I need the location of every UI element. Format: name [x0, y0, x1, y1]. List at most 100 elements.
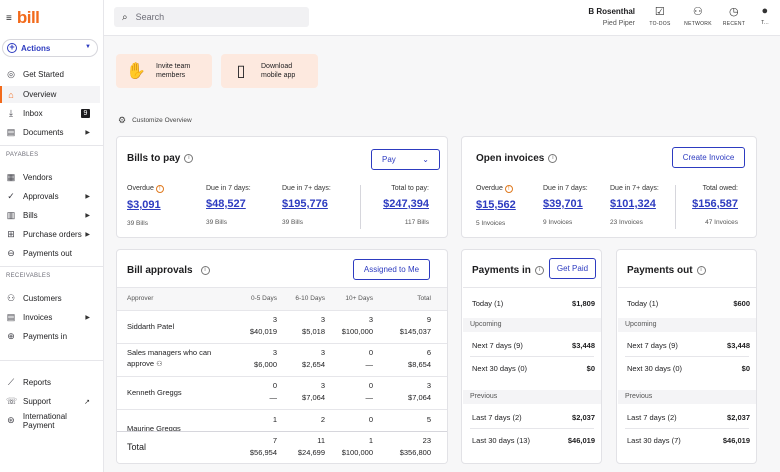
- invoices-total-stat[interactable]: Total owed: $156,587 47 Invoices: [692, 185, 738, 226]
- cell-amount: $7,064: [302, 393, 325, 402]
- table-cell: 0—: [270, 380, 278, 404]
- download-app-promo[interactable]: ▯ Download mobile app: [221, 54, 318, 88]
- sidebar-item-support[interactable]: ☏ Support ↗: [0, 393, 100, 410]
- sidebar-item-invoices[interactable]: ▤ Invoices ▶: [0, 309, 100, 326]
- payments-out-next7-row[interactable]: Next 7 days (9) $3,448: [627, 341, 756, 350]
- cell-amount: —: [365, 393, 374, 402]
- stat-value[interactable]: $195,776: [282, 198, 328, 210]
- assigned-to-me-button[interactable]: Assigned to Me: [353, 259, 430, 280]
- stat-label: Total owed:: [702, 185, 738, 192]
- bills-total-stat[interactable]: Total to pay: $247,394 117 Bills: [383, 185, 429, 226]
- invoices-due-7-stat[interactable]: Due in 7 days: $39,701 9 Invoices: [543, 185, 588, 226]
- todos-button[interactable]: ☑ TO-DOS: [643, 5, 677, 27]
- stat-value[interactable]: $156,587: [692, 198, 738, 210]
- cell-amount: $5,018: [302, 327, 325, 336]
- info-icon[interactable]: i: [534, 266, 544, 275]
- sidebar-item-get-started[interactable]: ◎ Get Started: [0, 66, 100, 83]
- stat-label: Total to pay:: [391, 185, 429, 192]
- section-payables: PAYABLES: [6, 152, 39, 158]
- info-icon[interactable]: i: [548, 154, 558, 163]
- inbox-count-badge: 9: [81, 109, 90, 118]
- invoices-overdue-stat[interactable]: Overdue! $15,562 5 Invoices: [476, 185, 516, 227]
- stat-value[interactable]: $48,527: [206, 198, 246, 210]
- table-cell: 0—: [366, 347, 374, 371]
- plus-icon: +: [7, 43, 17, 53]
- sidebar-item-bills[interactable]: ▥ Bills ▶: [0, 207, 100, 224]
- info-icon[interactable]: i: [696, 266, 706, 275]
- bills-overdue-stat[interactable]: Overdue! $3,091 39 Bills: [127, 185, 164, 227]
- recent-button[interactable]: ◷ RECENT: [717, 5, 751, 27]
- payment-in-icon: ⊕: [7, 331, 15, 341]
- cell-amount: $145,037: [399, 327, 431, 336]
- network-button[interactable]: ⚇ NETWORK: [681, 5, 715, 27]
- sidebar-item-approvals[interactable]: ✓ Approvals ▶: [0, 188, 100, 205]
- table-row[interactable]: Siddarth Patel 3 $40,019 3 $5,018 3 $100,00…: [117, 310, 447, 343]
- stat-value[interactable]: $39,701: [543, 198, 583, 210]
- get-paid-button[interactable]: Get Paid: [549, 258, 596, 279]
- table-cell: 3 $100,000: [342, 314, 373, 338]
- sidebar-item-payments-in[interactable]: ⊕ Payments in: [0, 328, 100, 345]
- cell-count: 3: [272, 348, 277, 357]
- divider: [625, 356, 749, 357]
- sidebar-item-reports[interactable]: ⟋ Reports: [0, 374, 100, 391]
- payments-out-next30-row[interactable]: Next 30 days (0) $0: [627, 364, 756, 373]
- sidebar-item-payments-out[interactable]: ⊖ Payments out: [0, 245, 100, 262]
- payments-in-card: Payments in i Get Paid Today (1) $1,809 Up…: [461, 249, 602, 464]
- sidebar-item-international-payment[interactable]: ⊛ International Payment: [0, 412, 100, 430]
- payments-in-last7-row[interactable]: Last 7 days (2) $2,037: [472, 413, 601, 422]
- user-menu[interactable]: B Rosenthal Pied Piper: [588, 7, 635, 27]
- brand-logo[interactable]: ≡ bill: [6, 8, 40, 28]
- table-cell: 1 $100,000: [342, 435, 373, 459]
- payments-in-today-row[interactable]: Today (1) $1,809: [472, 299, 601, 308]
- upcoming-section: Upcoming: [618, 318, 756, 332]
- payments-out-today-row[interactable]: Today (1) $600: [627, 299, 756, 308]
- sidebar-item-purchase-orders[interactable]: ⊞ Purchase orders ▶: [0, 226, 100, 243]
- table-row[interactable]: Sales managers who can approve ⚇ 3 $6,000 …: [117, 343, 447, 376]
- stat-count: 5 Invoices: [476, 220, 506, 227]
- bills-due-7-stat[interactable]: Due in 7 days: $48,527 39 Bills: [206, 185, 251, 226]
- table-cell: 7 $56,954: [250, 435, 277, 459]
- approver-name: Kenneth Greggs: [127, 388, 182, 397]
- sidebar-item-overview[interactable]: ⌂ Overview: [0, 86, 100, 103]
- payments-in-last30-row[interactable]: Last 30 days (13) $46,019: [472, 436, 601, 445]
- chevron-right-icon: ▶: [85, 130, 90, 136]
- cell-count: 5: [426, 415, 431, 424]
- todos-label: TO-DOS: [649, 21, 671, 27]
- cell-amount: $40,019: [249, 327, 277, 336]
- stat-value[interactable]: $101,324: [610, 198, 656, 210]
- stat-value[interactable]: $3,091: [127, 199, 161, 211]
- create-invoice-button[interactable]: Create Invoice: [672, 147, 745, 168]
- sidebar-item-customers[interactable]: ⚇ Customers: [0, 290, 100, 307]
- table-row[interactable]: Maurine Greggs 1 2 0 5: [117, 409, 447, 433]
- stat-value[interactable]: $247,394: [383, 198, 429, 210]
- group-icon: ⚇: [156, 361, 163, 368]
- actions-button[interactable]: + Actions ▼: [2, 39, 98, 57]
- sidebar-item-inbox[interactable]: ⤓ Inbox 9: [0, 105, 100, 122]
- invoices-due-7plus-stat[interactable]: Due in 7+ days: $101,324 23 Invoices: [610, 185, 659, 226]
- more-button[interactable]: ● T...: [752, 5, 778, 26]
- pay-dropdown-button[interactable]: Pay ⌄: [371, 149, 440, 170]
- payments-out-last30-row[interactable]: Last 30 days (7) $46,019: [627, 436, 756, 445]
- sidebar-item-vendors[interactable]: ▦ Vendors: [0, 169, 100, 186]
- info-icon[interactable]: i: [200, 266, 210, 275]
- stat-count: 23 Invoices: [610, 219, 643, 226]
- chart-icon: ⟋: [7, 377, 15, 387]
- sidebar-item-label: Payments out: [23, 249, 72, 258]
- table-cell: 3 $5,018: [302, 314, 325, 338]
- payments-in-next7-row[interactable]: Next 7 days (9) $3,448: [472, 341, 601, 350]
- menu-toggle-icon[interactable]: ≡: [6, 12, 12, 24]
- table-row[interactable]: Kenneth Greggs 0— 3 $7,064 0— 3 $7,064: [117, 376, 447, 409]
- divider: [0, 266, 103, 267]
- cell-amount: $356,800: [399, 448, 431, 457]
- sidebar-item-documents[interactable]: ▤ Documents ▶: [0, 124, 100, 141]
- stat-label: Due in 7 days:: [543, 185, 588, 192]
- info-icon[interactable]: i: [184, 154, 194, 163]
- bills-due-7plus-stat[interactable]: Due in 7+ days: $195,776 39 Bills: [282, 185, 331, 226]
- invite-team-promo[interactable]: ✋ Invite team members: [116, 54, 212, 88]
- search-input[interactable]: ⌕ Search: [114, 7, 309, 27]
- payments-out-last7-row[interactable]: Last 7 days (2) $2,037: [627, 413, 756, 422]
- support-icon: ☏: [6, 396, 18, 406]
- stat-value[interactable]: $15,562: [476, 199, 516, 211]
- customize-overview-link[interactable]: ⚙ Customize Overview: [118, 115, 192, 126]
- payments-in-next30-row[interactable]: Next 30 days (0) $0: [472, 364, 601, 373]
